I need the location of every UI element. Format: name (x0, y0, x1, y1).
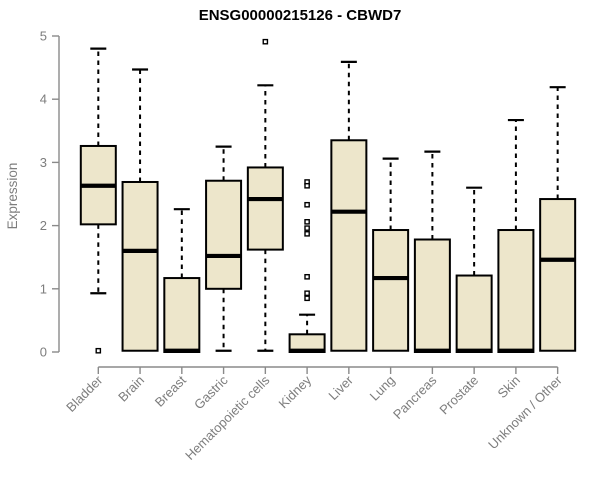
y-tick-label: 0 (40, 345, 47, 360)
y-tick-label: 2 (40, 218, 47, 233)
box-brain (121, 180, 159, 352)
y-tick-label: 1 (40, 281, 47, 296)
outlier-point-bladder (95, 347, 102, 354)
box-skin (497, 229, 535, 353)
box-hematopoietic-cells (246, 166, 284, 251)
x-tick-label-gastric: Gastric (191, 372, 231, 412)
outlier-point-hematopoietic-cells (262, 38, 269, 45)
outlier-point-kidney (304, 290, 310, 297)
box-prostate (455, 274, 493, 354)
y-tick-label: 3 (40, 155, 47, 170)
x-tick-label-lung: Lung (367, 373, 398, 404)
x-tick-label-unknown-other: Unknown / Other (485, 372, 565, 452)
x-tick-label-kidney: Kidney (276, 372, 315, 411)
x-tick-label-prostate: Prostate (436, 373, 481, 418)
outlier-point-kidney (304, 225, 310, 231)
outlier-point-kidney (304, 295, 310, 302)
box-pancreas (413, 238, 451, 353)
x-tick-label-skin: Skin (495, 373, 523, 401)
box-gastric (205, 179, 243, 290)
x-tick-label-liver: Liver (325, 372, 356, 403)
y-tick-label: 4 (40, 92, 47, 107)
outlier-point-kidney (304, 231, 310, 237)
x-tick-label-pancreas: Pancreas (390, 372, 440, 422)
box-unknown-other (539, 198, 577, 352)
chart-title: ENSG00000215126 - CBWD7 (198, 7, 402, 24)
y-tick-label: 5 (40, 29, 47, 44)
box-liver (330, 139, 368, 352)
outlier-point-kidney (304, 273, 310, 280)
x-tick-label-brain: Brain (115, 373, 147, 405)
x-tick-label-breast: Breast (152, 372, 189, 409)
outlier-point-kidney (304, 201, 310, 208)
box-lung (372, 229, 410, 352)
outlier-point-kidney (304, 219, 310, 225)
box-breast (163, 277, 201, 353)
outlier-point-kidney (304, 182, 310, 189)
x-tick-label-bladder: Bladder (63, 372, 106, 415)
